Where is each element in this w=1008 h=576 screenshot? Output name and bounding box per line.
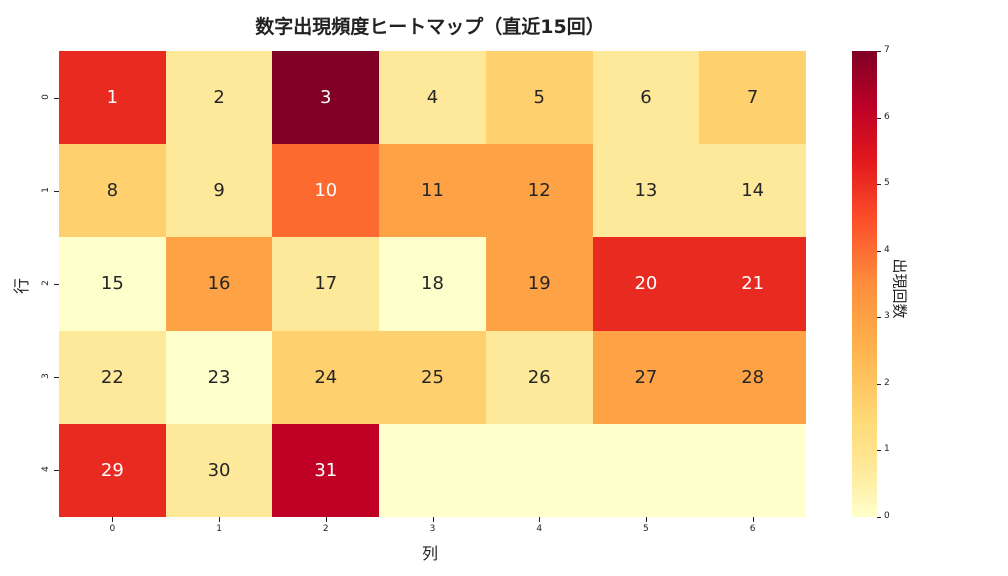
y-tick-label: 0	[41, 93, 51, 100]
colorbar-label: 出現回数	[890, 258, 909, 319]
colorbar-tick-label: 4	[884, 244, 890, 255]
heatmap-cell: 14	[699, 144, 806, 238]
heatmap-cell	[592, 423, 700, 517]
colorbar-tick-label: 0	[884, 511, 890, 521]
heatmap-cell: 17	[272, 237, 380, 331]
heatmap-cell: 15	[59, 237, 166, 331]
heatmap-cell: 7	[699, 51, 806, 145]
heatmap-cell: 22	[59, 330, 166, 424]
x-tick-label: 0	[109, 524, 116, 534]
heatmap-cell: 25	[379, 330, 486, 424]
colorbar-tick-label: 2	[884, 377, 890, 388]
heatmap-cell: 27	[592, 330, 700, 424]
x-tick-label: 6	[749, 524, 756, 534]
heatmap-cell: 9	[165, 144, 273, 238]
colorbar-tick-mark	[877, 517, 881, 518]
x-tick-mark	[112, 517, 114, 522]
heatmap-cell: 6	[592, 51, 700, 145]
heatmap-cell: 12	[485, 144, 593, 238]
y-tick-mark	[54, 190, 59, 192]
x-tick-mark	[325, 517, 327, 522]
heatmap-cell: 26	[485, 330, 593, 424]
heatmap-cell: 30	[165, 423, 273, 517]
x-tick-label: 2	[322, 524, 329, 534]
y-tick-label: 1	[41, 186, 51, 193]
x-tick-label: 5	[643, 524, 649, 534]
colorbar-tick-mark	[877, 450, 881, 452]
heatmap-cell: 2	[165, 51, 273, 145]
x-tick-label: 1	[216, 524, 222, 534]
heatmap-cell	[379, 423, 486, 517]
colorbar-tick-mark	[877, 184, 881, 186]
heatmap-cell: 21	[699, 237, 806, 331]
y-tick-mark	[54, 284, 59, 285]
colorbar-tick-label: 3	[884, 311, 890, 322]
heatmap-cell: 13	[592, 144, 700, 238]
colorbar-tick-label: 5	[884, 178, 890, 189]
y-tick-mark	[54, 97, 59, 99]
heatmap-cell	[699, 423, 806, 517]
heatmap-cell: 19	[485, 237, 593, 331]
heatmap-cell: 16	[165, 237, 273, 331]
colorbar-tick-label: 6	[884, 111, 890, 122]
x-tick-mark	[752, 517, 754, 522]
x-tick-label: 3	[429, 524, 436, 534]
colorbar-tick-mark	[877, 51, 881, 52]
x-tick-label: 4	[536, 524, 543, 534]
heatmap-cell: 20	[592, 237, 700, 331]
heatmap-grid: 1 2 3 4 5 6 7 8 9 10 11 12 13 14 15 16 17 18 19 20 21 22 23 24 2…	[59, 51, 806, 517]
x-axis-label: 列	[422, 544, 439, 563]
colorbar-tick-mark	[877, 117, 881, 119]
colorbar-tick-mark	[877, 250, 881, 252]
y-tick-label: 4	[41, 466, 51, 473]
heatmap-cell: 24	[272, 330, 380, 424]
heatmap-cell: 5	[485, 51, 593, 145]
x-tick-mark	[219, 517, 221, 522]
heatmap-cell: 8	[59, 144, 166, 238]
colorbar-tick-mark	[877, 317, 881, 319]
colorbar-tick-label: 1	[884, 444, 890, 455]
colorbar-tick-label: 7	[884, 45, 890, 55]
y-tick-label: 2	[41, 280, 51, 286]
heatmap-cell: 18	[379, 237, 486, 331]
heatmap-cell	[485, 423, 593, 517]
heatmap-cell: 29	[59, 423, 166, 517]
colorbar	[852, 51, 877, 517]
x-tick-mark	[539, 517, 541, 522]
heatmap-cell: 3	[272, 51, 380, 145]
colorbar-tick-mark	[877, 383, 881, 385]
heatmap-cell: 10	[272, 144, 380, 238]
y-tick-mark	[54, 470, 59, 472]
y-tick-label: 3	[41, 373, 51, 380]
heatmap-cell: 1	[59, 51, 166, 145]
y-tick-mark	[54, 377, 59, 379]
heatmap-cell: 11	[379, 144, 486, 238]
x-tick-mark	[432, 517, 434, 522]
heatmap-cell: 31	[272, 423, 380, 517]
y-axis-label: 行	[12, 277, 32, 295]
heatmap-cell: 23	[165, 330, 273, 424]
chart-title: 数字出現頻度ヒートマップ（直近15回）	[255, 16, 605, 38]
heatmap-cell: 28	[699, 330, 806, 424]
x-tick-mark	[645, 517, 647, 522]
heatmap-cell: 4	[379, 51, 486, 145]
